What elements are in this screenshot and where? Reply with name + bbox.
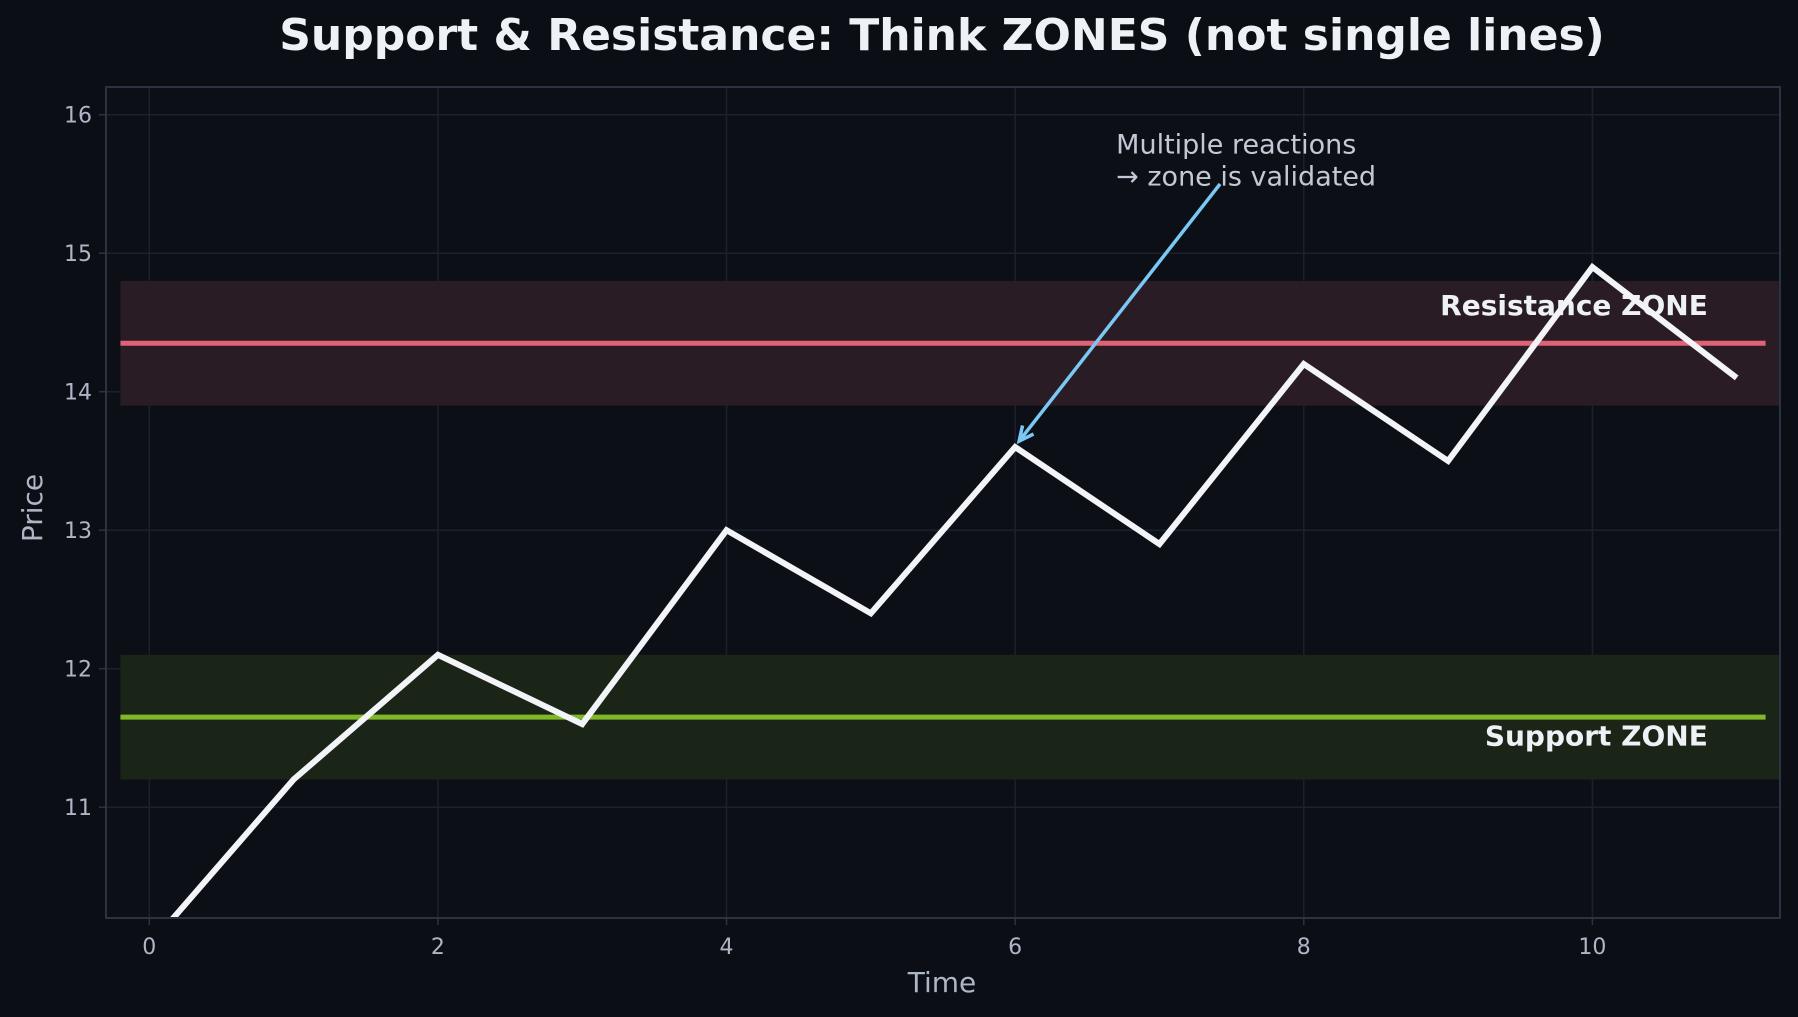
chart-title: Support & Resistance: Think ZONES (not s… xyxy=(279,10,1605,61)
x-tick-label: 8 xyxy=(1297,935,1311,960)
ticks: 0 2 4 6 8 10 11 12 13 14 15 16 xyxy=(64,104,1606,960)
x-tick-label: 4 xyxy=(720,935,734,960)
annotation-text-line: → zone is validated xyxy=(1116,161,1376,192)
annotation-text-line: Multiple reactions xyxy=(1116,129,1356,160)
price-line xyxy=(169,262,1739,918)
y-tick-label: 11 xyxy=(64,796,92,821)
y-axis-title: Price xyxy=(16,474,49,542)
annotation: Multiple reactions→ zone is validated xyxy=(1016,129,1376,445)
x-tick-label: 2 xyxy=(431,935,445,960)
x-tick-label: 10 xyxy=(1578,935,1606,960)
y-tick-label: 14 xyxy=(64,381,92,406)
support-zone-label: Support ZONE xyxy=(1485,720,1708,753)
plot-area xyxy=(106,87,1780,918)
annotation-arrowhead xyxy=(1016,425,1035,445)
x-axis-title: Time xyxy=(907,966,977,999)
y-tick-label: 13 xyxy=(64,519,92,544)
y-tick-label: 15 xyxy=(64,242,92,267)
series xyxy=(169,262,1739,918)
plot-frame xyxy=(105,86,1781,919)
x-tick-label: 6 xyxy=(1008,935,1022,960)
x-tick-label: 0 xyxy=(142,935,156,960)
annotation-arrow xyxy=(1017,182,1222,443)
y-tick-label: 12 xyxy=(64,658,92,683)
y-tick-label: 16 xyxy=(64,104,92,129)
